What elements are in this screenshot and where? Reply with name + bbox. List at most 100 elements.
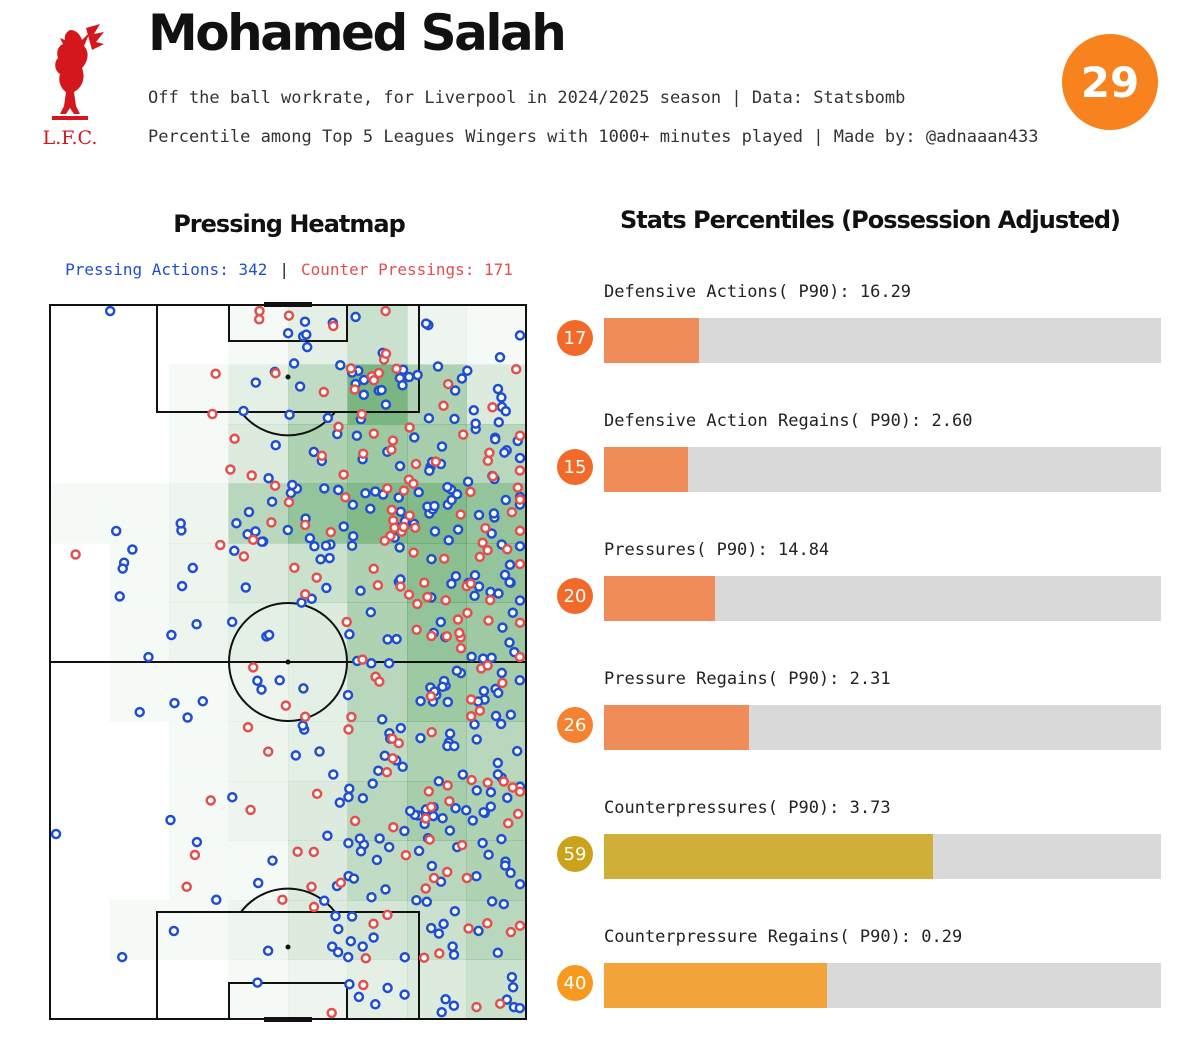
counter-pressing-point <box>349 384 360 395</box>
counter-pressing-point <box>482 918 493 929</box>
counter-pressing-point <box>507 782 518 793</box>
percentile-bar-fill <box>604 705 749 750</box>
counter-pressing-point <box>471 1001 482 1013</box>
pressing-action-point <box>355 585 366 597</box>
pressing-action-point <box>319 895 330 907</box>
pressing-action-point <box>492 383 504 395</box>
pressing-action-point <box>333 923 344 935</box>
counter-pressing-point <box>299 519 311 531</box>
counter-pressing-point <box>311 572 322 583</box>
counter-pressing-point <box>422 591 433 603</box>
pressing-action-point <box>256 536 268 547</box>
counter-pressing-point <box>343 724 354 735</box>
pressing-action-point <box>451 665 463 677</box>
percentile-bar-track <box>604 834 1161 879</box>
pressing-action-point <box>514 452 526 464</box>
percentile-bar-fill <box>604 834 933 879</box>
pressing-action-point <box>477 653 489 664</box>
pressing-action-point <box>470 418 481 429</box>
counter-pressing-point <box>391 363 402 375</box>
subtitle-season: Off the ball workrate, for Liverpool in … <box>148 88 906 108</box>
pressing-action-point <box>274 675 285 686</box>
pressing-action-point <box>366 658 377 669</box>
counter-pressing-point <box>465 578 476 589</box>
counter-pressing-point <box>452 614 464 625</box>
pressing-action-point <box>494 352 506 363</box>
action-points <box>50 305 526 1019</box>
counter-pressing-point <box>455 643 467 654</box>
pressing-action-point <box>415 695 426 707</box>
pressing-action-point <box>493 588 504 599</box>
percentile-bar-fill <box>604 447 688 492</box>
counter-pressing-point <box>514 525 526 537</box>
pressing-action-point <box>314 746 325 757</box>
pressing-action-point <box>473 581 485 592</box>
pressing-action-point <box>226 616 238 628</box>
pressing-action-point <box>383 657 395 669</box>
pressing-action-point <box>436 1006 447 1018</box>
pressing-action-point <box>290 750 302 761</box>
counter-pressing-point <box>477 537 488 548</box>
counter-pressing-point <box>382 483 393 494</box>
pressing-action-point <box>433 776 445 787</box>
pressing-action-point <box>449 413 460 425</box>
counter-pressing-point <box>404 510 415 521</box>
pressing-action-point <box>294 381 306 392</box>
pressing-action-point <box>492 947 504 959</box>
pressing-action-point <box>511 745 523 757</box>
counter-pressing-point <box>289 562 300 574</box>
counter-pressing-point <box>189 849 201 861</box>
counter-pressing-point <box>356 408 368 420</box>
pressing-action-point <box>346 540 358 551</box>
pressing-action-point <box>380 399 392 410</box>
pressing-action-point <box>467 815 479 826</box>
heat-cell <box>228 721 289 782</box>
pressing-action-point <box>395 722 407 734</box>
pressing-action-point <box>505 709 517 720</box>
percentile-bar-track <box>604 963 1161 1008</box>
counter-pressing-point <box>484 594 496 606</box>
counter-pressing-point <box>266 517 277 528</box>
counter-pressing-point <box>360 953 372 964</box>
counter-pressing-point <box>441 631 453 642</box>
legend-pressing-actions: Pressing Actions: 342 <box>65 260 268 279</box>
counter-pressing-point <box>420 813 432 824</box>
counter-pressing-point <box>423 786 435 797</box>
percentile-badge: 20 <box>557 578 593 614</box>
counter-pressing-point <box>379 535 390 546</box>
top-goal <box>264 302 312 307</box>
pressing-action-point <box>134 706 145 718</box>
counter-pressing-point <box>372 580 384 591</box>
pressing-action-point <box>266 496 278 507</box>
pressing-action-point <box>498 898 510 910</box>
pressing-action-point <box>426 553 437 565</box>
counter-pressing-point <box>357 654 368 665</box>
counter-pressing-point <box>482 455 494 467</box>
counter-pressing-point <box>425 691 437 702</box>
pressing-action-point <box>420 318 432 329</box>
pressing-action-point <box>413 487 424 498</box>
counter-pressing-point <box>418 952 430 963</box>
pressing-action-point <box>343 837 354 849</box>
percentile-bar-track <box>604 705 1161 750</box>
pressing-action-point <box>507 982 519 993</box>
pressing-action-point <box>514 1002 526 1014</box>
heat-cell <box>228 602 289 663</box>
bottom-penalty-spot <box>285 944 291 950</box>
heat-cell <box>347 662 408 722</box>
counter-pressing-point <box>340 492 351 503</box>
pressing-action-point <box>496 833 507 845</box>
pressing-action-point <box>252 977 263 988</box>
counter-pressing-point <box>229 433 240 445</box>
pressing-action-point <box>499 569 511 581</box>
counter-pressing-point <box>283 310 295 321</box>
pressing-action-point <box>443 535 454 546</box>
pressing-action-point <box>176 580 188 592</box>
pressing-action-point <box>371 854 383 866</box>
subtitle-percentile-info: Percentile among Top 5 Leagues Wingers w… <box>148 127 1039 147</box>
percentile-bar-fill <box>604 963 827 1008</box>
heat-cell <box>228 424 289 484</box>
heat-cell <box>347 959 408 1020</box>
pressing-action-point <box>353 991 365 1003</box>
